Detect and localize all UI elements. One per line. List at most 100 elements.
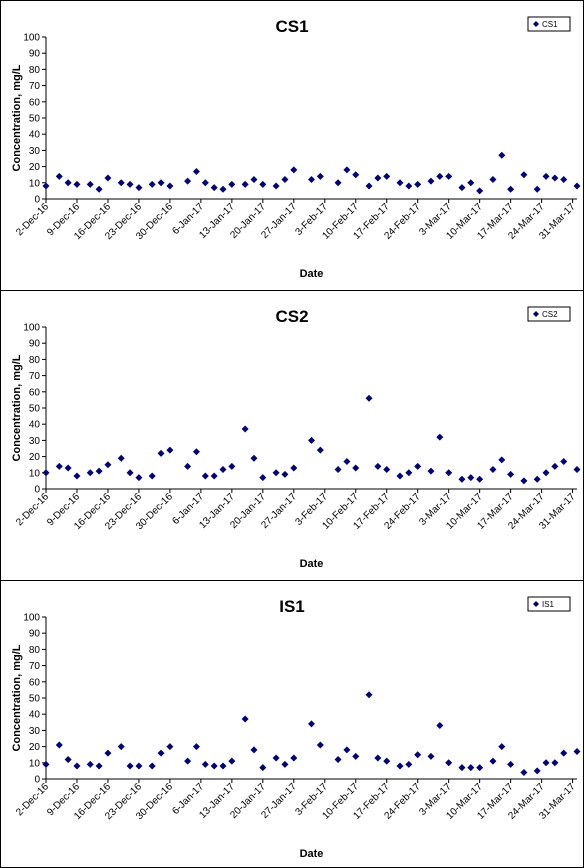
data-point — [551, 462, 559, 470]
y-tick-label: 90 — [29, 629, 41, 640]
data-point — [250, 454, 258, 462]
data-point — [228, 757, 236, 765]
data-point — [334, 179, 342, 187]
data-point — [489, 466, 497, 474]
data-point — [436, 172, 444, 180]
data-point — [104, 461, 112, 469]
legend: CS2 — [527, 306, 571, 322]
data-point — [533, 185, 541, 193]
y-tick-label: 20 — [29, 162, 41, 173]
data-point — [343, 746, 351, 754]
chart-panel-is1: IS1 0 10 20 30 40 50 60 70 80 90 100 2-Dec-16 9-Dec-1… — [0, 580, 584, 868]
data-point — [228, 180, 236, 188]
data-point — [573, 182, 581, 190]
data-point — [542, 759, 550, 767]
data-point — [560, 749, 568, 757]
data-point — [117, 454, 125, 462]
data-point — [250, 746, 258, 754]
data-point — [507, 760, 515, 768]
data-point — [396, 472, 404, 480]
data-point — [560, 176, 568, 184]
data-point — [55, 172, 63, 180]
data-point — [201, 179, 209, 187]
data-point — [352, 464, 360, 472]
y-tick-label: 0 — [34, 485, 40, 496]
data-point — [343, 457, 351, 465]
y-tick-label: 50 — [29, 114, 41, 125]
data-point — [157, 449, 165, 457]
data-point — [241, 180, 249, 188]
data-point — [476, 475, 484, 483]
data-point — [352, 171, 360, 179]
data-point — [210, 472, 218, 480]
data-point — [573, 466, 581, 474]
data-point — [533, 767, 541, 775]
data-point — [250, 176, 258, 184]
data-point — [126, 180, 134, 188]
data-point — [86, 180, 94, 188]
y-tick-label: 20 — [29, 742, 41, 753]
data-point — [184, 462, 192, 470]
y-tick-label: 100 — [23, 33, 40, 44]
data-point — [272, 469, 280, 477]
data-point — [365, 394, 373, 402]
chart-title: CS2 — [275, 307, 308, 326]
legend-marker — [533, 311, 539, 317]
data-point — [219, 185, 227, 193]
data-point — [64, 756, 72, 764]
legend-box — [527, 596, 571, 612]
y-tick-label: 0 — [34, 775, 40, 786]
data-point — [135, 184, 143, 192]
legend-label: CS2 — [542, 310, 558, 319]
y-tick-label: 80 — [29, 645, 41, 656]
legend: IS1 — [527, 596, 571, 612]
data-point — [148, 180, 156, 188]
chart-cs2: CS201020304050607080901002-Dec-169-Dec-1… — [11, 306, 581, 570]
data-point — [241, 425, 249, 433]
data-point — [436, 433, 444, 441]
data-point — [281, 176, 289, 184]
data-point — [228, 462, 236, 470]
data-point — [467, 764, 475, 772]
data-point — [126, 762, 134, 770]
y-tick-label: 70 — [29, 661, 41, 672]
legend: CS1 — [527, 16, 571, 32]
y-tick-label: 20 — [29, 452, 41, 463]
data-point — [192, 448, 200, 456]
data-point — [42, 760, 50, 768]
data-point — [427, 467, 435, 475]
data-point — [73, 472, 81, 480]
data-point — [383, 466, 391, 474]
data-point — [396, 762, 404, 770]
data-point — [436, 722, 444, 730]
data-point — [458, 764, 466, 772]
data-point — [520, 769, 528, 777]
data-point — [520, 477, 528, 485]
y-tick-label: 70 — [29, 371, 41, 382]
y-tick-label: 30 — [29, 436, 41, 447]
data-point — [157, 749, 165, 757]
data-point — [42, 182, 50, 190]
data-point — [551, 174, 559, 182]
data-point — [135, 474, 143, 482]
data-point — [343, 166, 351, 174]
data-point — [467, 474, 475, 482]
data-point — [498, 151, 506, 159]
y-tick-label: 100 — [23, 323, 40, 334]
data-point — [201, 760, 209, 768]
data-point — [117, 743, 125, 751]
data-point — [192, 743, 200, 751]
data-point — [86, 469, 94, 477]
data-point — [64, 464, 72, 472]
y-tick-label: 80 — [29, 65, 41, 76]
data-point — [542, 172, 550, 180]
y-axis-title: Concentration, mg/L — [11, 354, 23, 461]
data-point — [166, 182, 174, 190]
y-tick-label: 60 — [29, 677, 41, 688]
data-point — [166, 743, 174, 751]
y-tick-label: 0 — [34, 195, 40, 206]
data-point — [476, 764, 484, 772]
legend-label: CS1 — [542, 20, 558, 29]
data-point — [507, 470, 515, 478]
legend-box — [527, 306, 571, 322]
